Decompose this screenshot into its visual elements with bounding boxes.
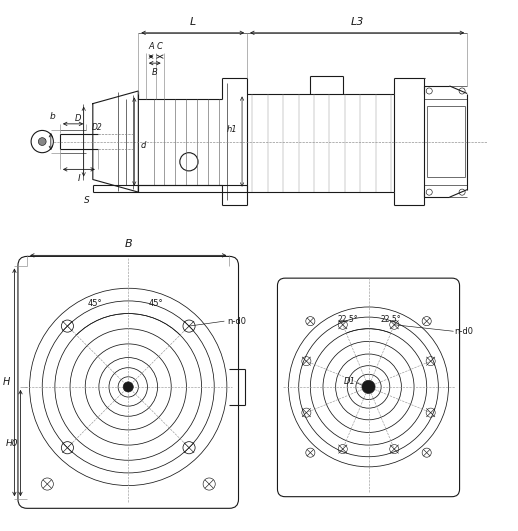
Text: 22.5°: 22.5°: [381, 315, 401, 324]
Text: L: L: [190, 17, 196, 27]
Text: C: C: [157, 41, 163, 50]
FancyBboxPatch shape: [18, 256, 238, 508]
Text: n-d0: n-d0: [227, 316, 246, 326]
Circle shape: [38, 138, 46, 145]
Text: A: A: [148, 41, 154, 50]
Text: d: d: [141, 141, 146, 150]
Circle shape: [123, 382, 133, 392]
Text: h1: h1: [226, 125, 237, 134]
Text: b: b: [50, 113, 55, 121]
Text: 45°: 45°: [88, 299, 103, 309]
Text: n-d0: n-d0: [454, 327, 473, 336]
Text: I: I: [78, 175, 80, 183]
FancyBboxPatch shape: [278, 278, 459, 496]
Text: S: S: [84, 196, 90, 205]
Circle shape: [31, 131, 53, 153]
Text: D2: D2: [92, 123, 102, 132]
Text: B: B: [152, 68, 157, 77]
Text: c: c: [41, 137, 46, 146]
Text: L3: L3: [351, 17, 364, 27]
Text: 45°: 45°: [149, 299, 163, 309]
Text: B: B: [124, 239, 132, 250]
Text: H0: H0: [6, 439, 18, 448]
Text: D1: D1: [344, 378, 356, 387]
Circle shape: [362, 380, 375, 393]
Text: H: H: [3, 378, 10, 387]
Text: D: D: [75, 114, 81, 123]
Text: 22.5°: 22.5°: [338, 315, 358, 324]
